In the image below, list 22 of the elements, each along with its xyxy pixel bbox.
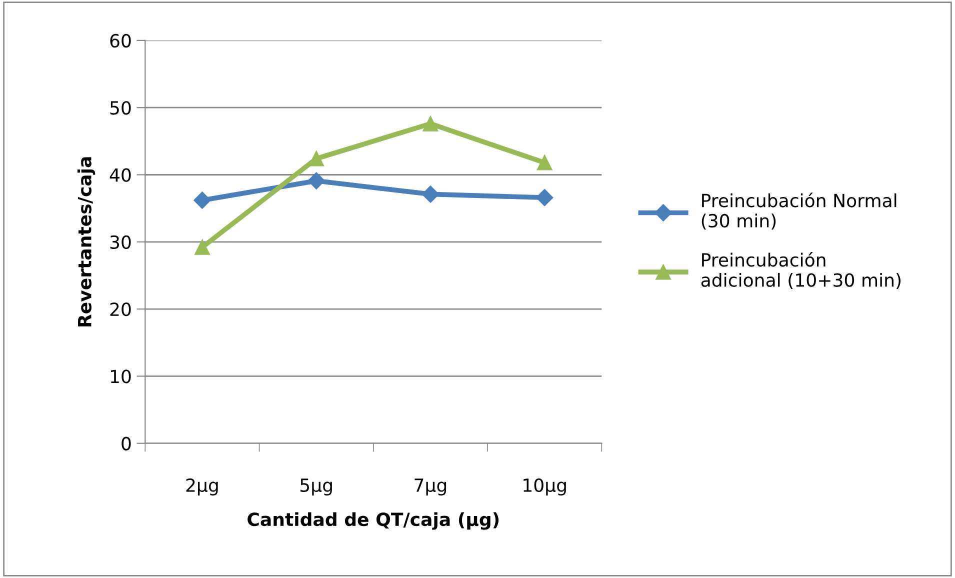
point (536, 155, 552, 170)
x-tick-label: 10µg (524, 478, 566, 496)
point (194, 192, 211, 209)
legend-label: Preincubación Normal (30 min) (702, 192, 896, 230)
y-axis-title: Revertantes/caja (77, 157, 96, 326)
x-tick-label: 5µg (300, 478, 332, 496)
point (308, 172, 325, 190)
y-tick-label: 20 (110, 302, 131, 316)
x-axis-title: Cantidad de QT/caja (µg) (248, 512, 499, 530)
y-tick-label: 0 (122, 436, 131, 450)
y-tick-label: 50 (110, 101, 131, 115)
legend-label: Preincubación adicional (10+30 min) (701, 252, 901, 290)
y-tick-label: 10 (110, 370, 131, 384)
point (194, 240, 210, 255)
point (536, 189, 554, 206)
y-tick-label: 40 (110, 168, 131, 182)
point (422, 116, 438, 132)
y-tick-label: 60 (110, 34, 131, 48)
x-tick-label: 2µg (186, 478, 218, 496)
point (308, 150, 324, 166)
x-tick-label: 7µg (414, 478, 446, 496)
y-tick-label: 30 (110, 235, 131, 250)
